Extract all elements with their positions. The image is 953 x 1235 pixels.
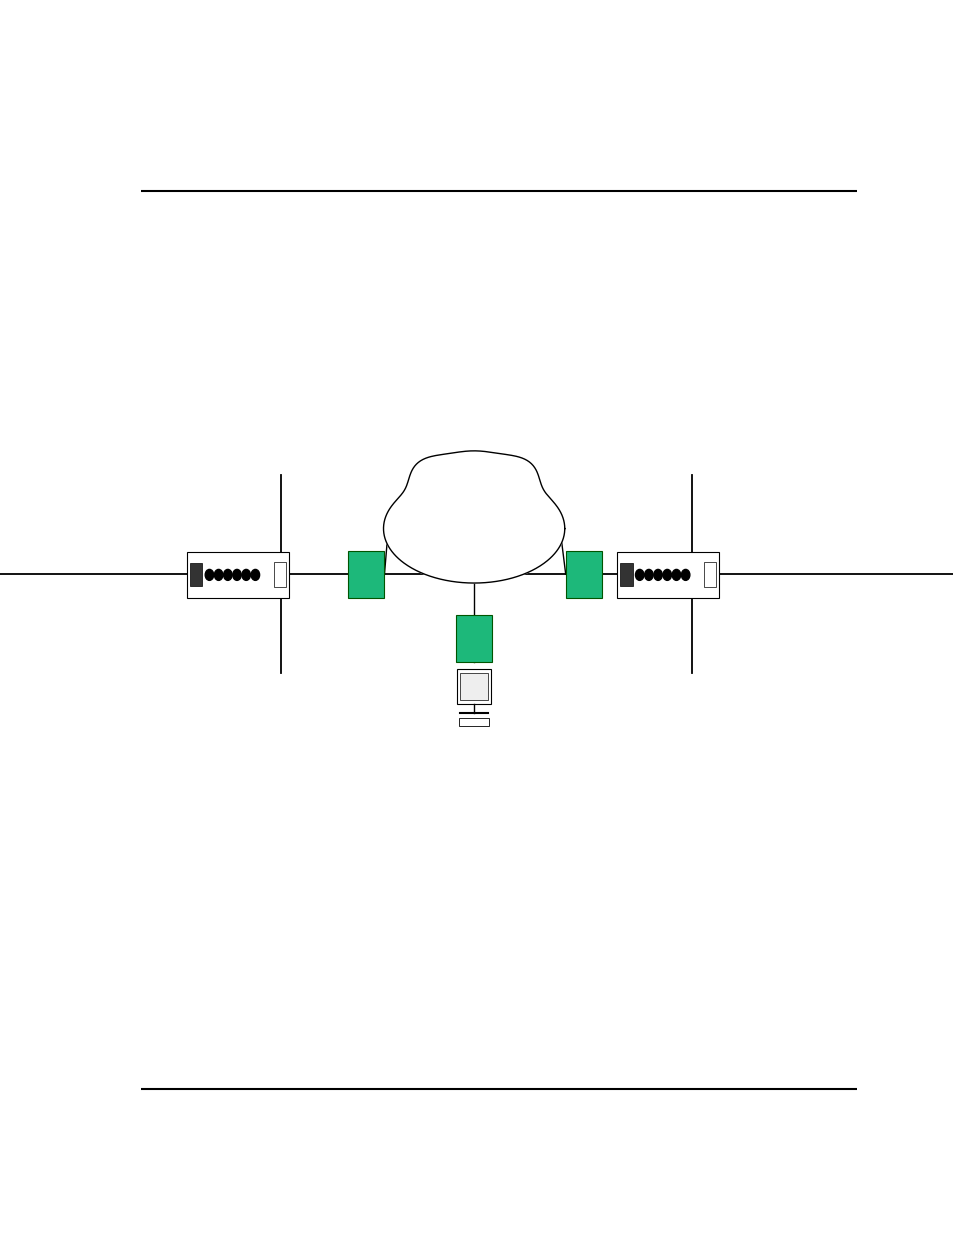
Circle shape <box>653 569 661 580</box>
Bar <box>619 563 632 587</box>
Circle shape <box>223 569 232 580</box>
Bar <box>458 718 489 726</box>
Circle shape <box>251 569 259 580</box>
Circle shape <box>233 569 241 580</box>
Bar <box>565 551 601 598</box>
Bar <box>456 615 492 662</box>
Circle shape <box>205 569 213 580</box>
Bar <box>703 562 716 588</box>
Circle shape <box>635 569 643 580</box>
Bar <box>190 563 202 587</box>
Bar <box>274 562 286 588</box>
Polygon shape <box>383 451 564 583</box>
Circle shape <box>672 569 680 580</box>
Circle shape <box>662 569 671 580</box>
Circle shape <box>644 569 653 580</box>
Circle shape <box>680 569 689 580</box>
Circle shape <box>242 569 250 580</box>
Bar <box>187 552 289 598</box>
Bar <box>617 552 719 598</box>
Bar <box>456 669 491 704</box>
Circle shape <box>214 569 223 580</box>
Bar <box>348 551 384 598</box>
Bar <box>459 673 488 700</box>
